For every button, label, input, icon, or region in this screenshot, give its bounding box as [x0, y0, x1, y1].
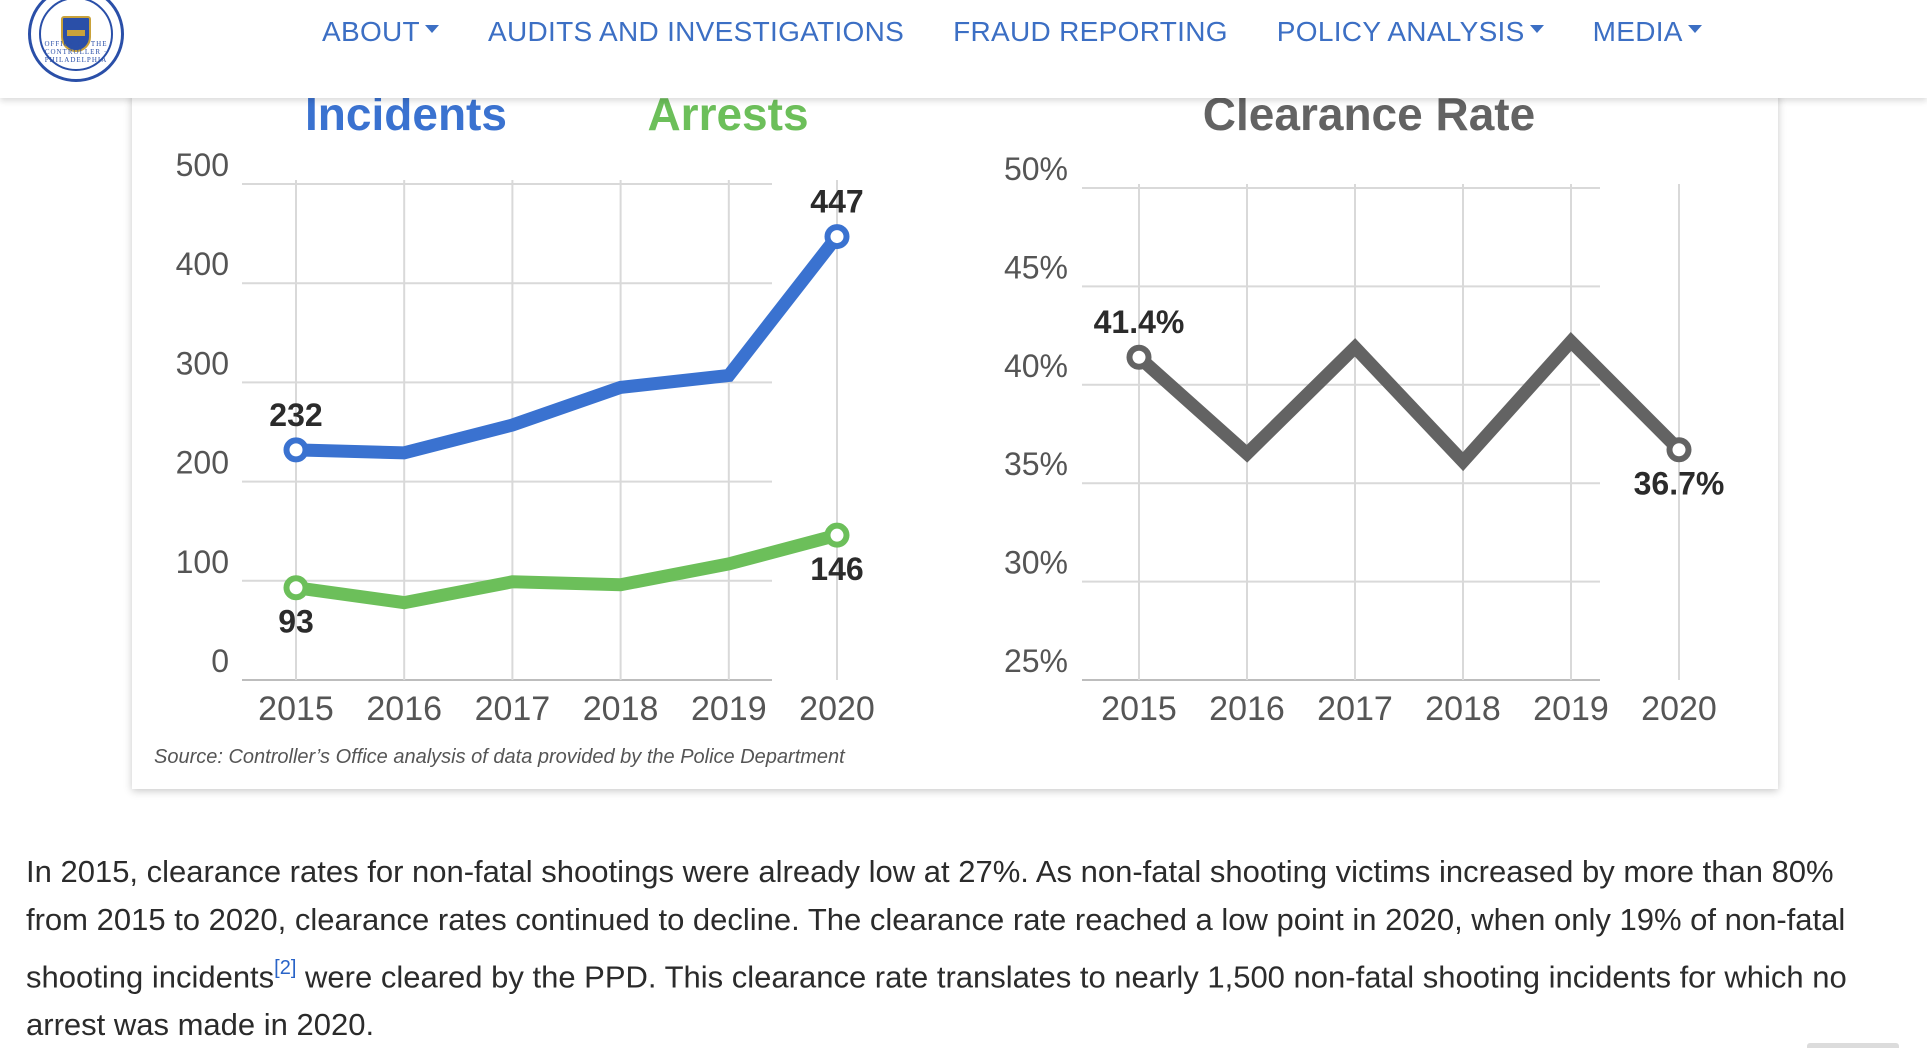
x-tick-label: 2016 — [1209, 690, 1285, 728]
controller-seal-logo[interactable]: OFFICE OF THE CONTROLLER · PHILADELPHIA — [28, 0, 124, 82]
x-tick-label: 2018 — [1425, 690, 1501, 728]
y-tick-label: 300 — [176, 345, 229, 381]
article-text-1: In 2015, clearance rates for non-fatal s… — [26, 854, 1846, 995]
series-line-clearance-rate — [1134, 332, 1684, 472]
dropdown-caret-icon — [1529, 25, 1544, 33]
nav-item-label: FRAUD REPORTING — [953, 16, 1228, 47]
data-label: 41.4% — [1094, 304, 1185, 340]
x-tick-label: 2017 — [475, 690, 551, 728]
x-tick-label: 2015 — [258, 690, 334, 728]
shield-icon — [61, 16, 91, 52]
dropdown-caret-icon — [424, 25, 439, 33]
data-label: 93 — [278, 604, 314, 640]
data-label: 146 — [810, 551, 863, 587]
site-header: OFFICE OF THE CONTROLLER · PHILADELPHIA … — [0, 0, 1927, 98]
chart-card: 0 100 200 300 400 500 2015 2016 2017 2018 2019 2020… — [132, 60, 1778, 789]
data-point-marker — [1126, 344, 1152, 370]
x-tick-label: 2020 — [799, 690, 875, 728]
y-tick-label: 35% — [1004, 446, 1068, 482]
nav-item-policy-analysis[interactable]: POLICY ANALYSIS — [1277, 16, 1544, 48]
scrollbar[interactable] — [1807, 1043, 1899, 1048]
data-label: 447 — [810, 184, 863, 220]
x-tick-label: 2020 — [1641, 690, 1717, 728]
nav-item-fraud-reporting[interactable]: FRAUD REPORTING — [953, 16, 1228, 48]
y-tick-label: 50% — [1004, 151, 1068, 187]
article-text-2: were cleared by the PPD. This clearance … — [26, 959, 1847, 1043]
x-tick-label: 2015 — [1101, 690, 1177, 728]
x-tick-label: 2019 — [691, 690, 767, 728]
x-tick-label: 2016 — [366, 690, 442, 728]
y-tick-label: 100 — [176, 544, 229, 580]
main-nav: ABOUT AUDITS AND INVESTIGATIONS FRAUD REPO… — [322, 14, 1751, 50]
nav-item-label: ABOUT — [322, 16, 420, 47]
y-tick-label: 200 — [176, 445, 229, 481]
data-label: 232 — [269, 397, 322, 433]
data-point-marker — [283, 575, 309, 601]
series-line-incidents — [295, 232, 843, 460]
article-paragraph: In 2015, clearance rates for non-fatal s… — [26, 848, 1896, 1048]
charts-figure: 0 100 200 300 400 500 2015 2016 2017 2018 2019 2020… — [176, 88, 1725, 728]
nav-item-label: AUDITS AND INVESTIGATIONS — [487, 16, 905, 47]
y-tick-label: 40% — [1004, 348, 1068, 384]
x-tick-label: 2018 — [583, 690, 659, 728]
data-point-marker — [283, 437, 309, 463]
y-tick-label: 500 — [176, 147, 229, 183]
data-point-marker — [824, 224, 850, 250]
x-tick-label: 2019 — [1533, 690, 1609, 728]
logo-caption: OFFICE OF THE CONTROLLER · PHILADELPHIA — [44, 40, 108, 64]
nav-item-label: MEDIA — [1592, 16, 1683, 47]
footnote-link[interactable]: [2] — [274, 957, 297, 979]
nav-item-label: POLICY ANALYSIS — [1276, 16, 1525, 47]
nav-item-audits-and-investigations[interactable]: AUDITS AND INVESTIGATIONS — [488, 16, 904, 48]
data-label: 36.7% — [1634, 466, 1725, 502]
x-tick-label: 2017 — [1317, 690, 1393, 728]
dropdown-caret-icon — [1687, 25, 1702, 33]
city-controller-seal-icon: OFFICE OF THE CONTROLLER · PHILADELPHIA — [39, 0, 113, 71]
y-tick-label: 400 — [176, 246, 229, 282]
chart-source-note: Source: Controller’s Office analysis of … — [154, 746, 845, 768]
y-tick-label: 0 — [211, 643, 229, 679]
data-point-marker — [824, 522, 850, 548]
y-tick-label: 25% — [1004, 643, 1068, 679]
data-point-marker — [1666, 437, 1692, 463]
series-line-arrests — [295, 528, 839, 610]
nav-item-media[interactable]: MEDIA — [1593, 16, 1702, 48]
y-tick-label: 45% — [1004, 249, 1068, 285]
y-tick-label: 30% — [1004, 545, 1068, 581]
nav-item-about[interactable]: ABOUT — [322, 16, 439, 48]
